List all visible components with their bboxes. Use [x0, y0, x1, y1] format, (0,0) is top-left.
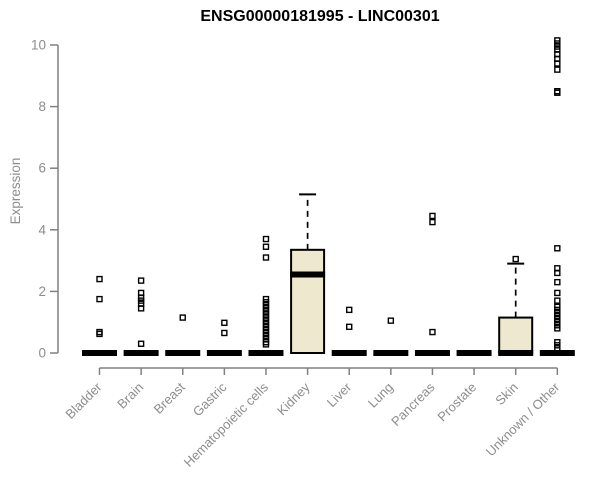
x-tick-label: Lung: [365, 380, 396, 411]
box-lung: [373, 317, 409, 356]
box-bladder: [82, 275, 117, 356]
outlier-point: [137, 277, 145, 284]
x-tick-label: Unknown / Other: [483, 379, 563, 459]
outlier-point: [137, 305, 145, 312]
box-body: [498, 316, 534, 354]
outlier-point: [554, 289, 561, 297]
box-kidney: [290, 193, 326, 355]
outlier-point: [96, 275, 103, 283]
y-tick-label: 0: [38, 346, 46, 361]
outlier-point: [221, 329, 228, 337]
box-liver: [331, 306, 367, 356]
y-tick-label: 6: [38, 161, 46, 176]
x-tick-label: Skin: [492, 380, 520, 408]
x-tick-label: Pancreas: [388, 379, 438, 429]
y-tick-label: 4: [38, 222, 46, 237]
outlier-point: [96, 330, 103, 338]
outlier-point: [346, 306, 353, 314]
box-breast: [165, 314, 201, 356]
outlier-point: [262, 235, 270, 243]
outlier-point: [554, 278, 561, 286]
y-tick-label: 8: [38, 99, 46, 114]
outlier-point: [387, 317, 395, 324]
y-tick-label: 2: [38, 284, 46, 299]
x-tick-label: Prostate: [434, 380, 479, 425]
outlier-point: [429, 328, 436, 336]
box-gastric: [206, 319, 242, 356]
outlier-point: [554, 60, 561, 67]
outlier-point: [429, 212, 436, 220]
outlier-point: [554, 66, 561, 73]
chart-title: ENSG00000181995 - LINC00301: [200, 8, 440, 25]
x-tick-label: Gastric: [190, 379, 230, 419]
outlier-point: [262, 243, 270, 250]
x-tick-label: Kidney: [274, 379, 313, 418]
outlier-point: [554, 87, 561, 95]
outlier-point: [262, 254, 270, 261]
outlier-point: [96, 295, 103, 303]
outlier-point: [262, 341, 270, 348]
y-tick-label: 10: [31, 38, 46, 53]
box-hematopoietic-cells: [248, 235, 284, 356]
box-skin: [498, 255, 534, 356]
outlier-point: [137, 340, 145, 347]
outlier-point: [554, 269, 561, 277]
x-tick-label: Breast: [151, 379, 188, 416]
outlier-point: [221, 319, 228, 327]
box-unknown-other: [539, 37, 575, 356]
outlier-point: [554, 325, 561, 332]
outlier-point: [346, 323, 353, 331]
x-tick-label: Brain: [114, 380, 146, 412]
outlier-point: [429, 218, 436, 226]
outlier-point: [554, 345, 561, 352]
outlier-point: [554, 297, 561, 304]
outlier-point: [179, 314, 186, 321]
x-tick-label: Liver: [324, 379, 355, 410]
outlier-point: [554, 89, 561, 96]
box-body: [290, 248, 326, 355]
box-brain: [123, 277, 159, 356]
box-pancreas: [414, 212, 450, 356]
outlier-point: [512, 255, 519, 263]
x-tick-label: Bladder: [62, 379, 105, 422]
outlier-point: [554, 245, 561, 252]
